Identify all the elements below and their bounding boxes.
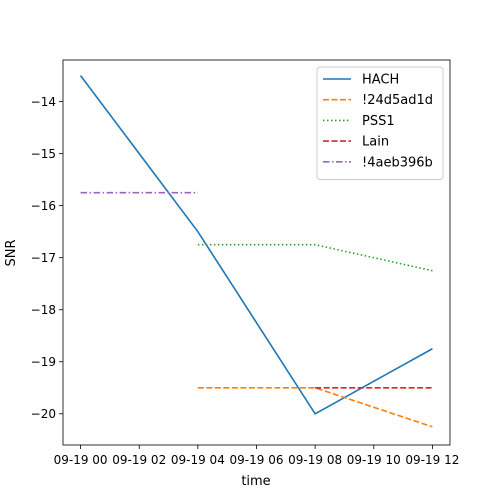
legend: HACH !24d5ad1d PSS1 Lain !4aeb396b bbox=[316, 66, 444, 180]
y-tick-label: −18 bbox=[31, 303, 56, 317]
legend-box bbox=[316, 66, 444, 180]
y-tick-label: −20 bbox=[31, 407, 56, 421]
y-axis: −20 −19 −18 −17 −16 −15 −14 bbox=[31, 95, 63, 421]
x-axis: 09-19 00 09-19 02 09-19 04 09-19 06 09-19 08… bbox=[54, 445, 459, 467]
legend-label: !24d5ad1d bbox=[362, 93, 433, 108]
series-line-2 bbox=[197, 243, 433, 272]
x-tick-label: 09-19 08 bbox=[288, 453, 342, 467]
x-tick-label: 09-19 06 bbox=[230, 453, 284, 467]
legend-label: HACH bbox=[362, 73, 399, 88]
x-tick-label: 09-19 00 bbox=[54, 453, 108, 467]
x-tick-label: 09-19 12 bbox=[405, 453, 459, 467]
legend-label: PSS1 bbox=[362, 114, 395, 129]
x-tick-label: 09-19 04 bbox=[171, 453, 225, 467]
x-axis-title: time bbox=[241, 474, 270, 489]
x-tick-label: 09-19 10 bbox=[347, 453, 401, 467]
x-tick-label: 09-19 02 bbox=[112, 453, 166, 467]
series-line-0 bbox=[79, 75, 433, 415]
y-tick-label: −17 bbox=[31, 251, 56, 265]
y-tick-label: −19 bbox=[31, 355, 56, 369]
y-axis-title: SNR bbox=[4, 239, 19, 266]
series-line-1 bbox=[197, 386, 433, 428]
legend-label: Lain bbox=[362, 135, 389, 150]
y-tick-label: −16 bbox=[31, 199, 56, 213]
legend-label: !4aeb396b bbox=[362, 155, 433, 170]
y-tick-label: −15 bbox=[31, 147, 56, 161]
y-tick-label: −14 bbox=[31, 95, 56, 109]
